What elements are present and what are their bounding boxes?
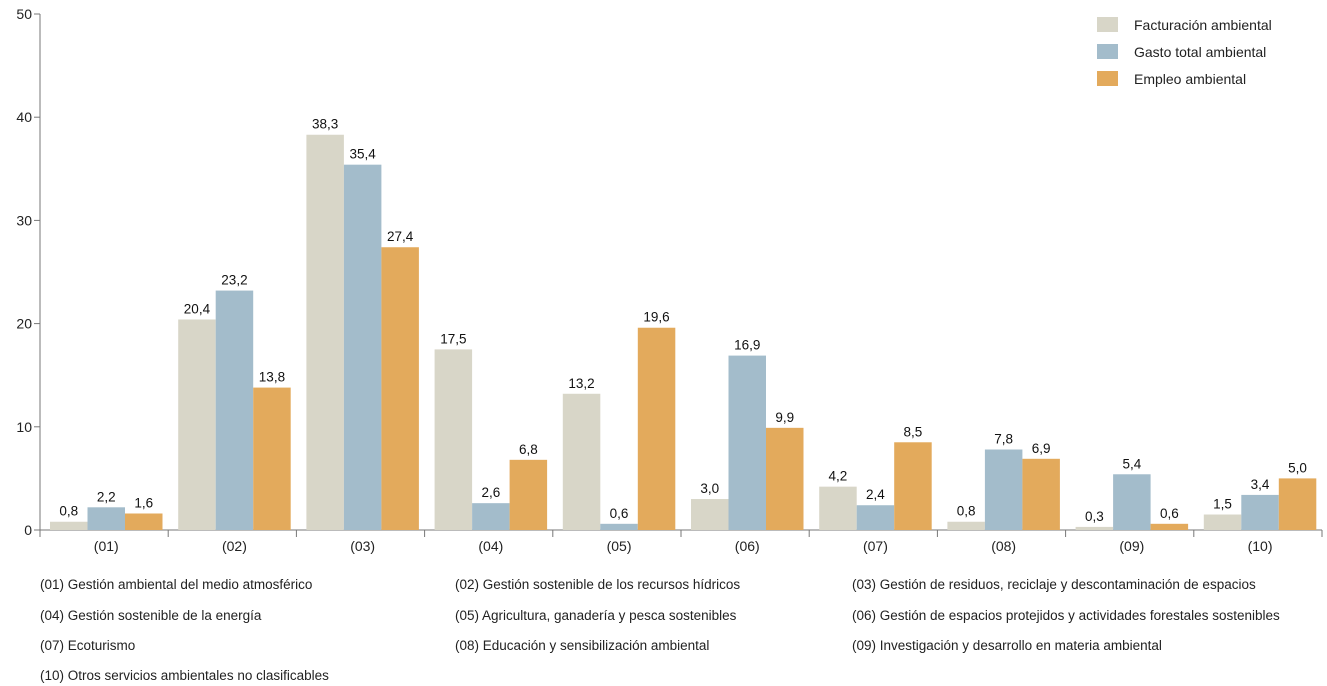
data-label: 19,6 <box>643 310 669 325</box>
data-label: 27,4 <box>387 229 414 244</box>
x-tick-label: (07) <box>863 538 888 554</box>
data-label: 2,2 <box>97 489 116 504</box>
data-label: 9,9 <box>775 410 794 425</box>
bar <box>766 427 804 530</box>
x-tick-label: (06) <box>735 538 760 554</box>
bar <box>819 486 857 530</box>
legend-swatch <box>1097 44 1118 59</box>
bar <box>434 349 473 530</box>
data-label: 0,8 <box>957 504 976 519</box>
bar-chart: 0 10 20 30 40 50 (01) (02) (03) (04) (05) (06) (07) (… <box>16 6 1323 554</box>
data-label: 20,4 <box>184 301 211 316</box>
x-tick-label: (05) <box>607 538 632 554</box>
x-tick-label: (10) <box>1248 538 1273 554</box>
data-label: 0,3 <box>1085 509 1104 524</box>
bar <box>125 513 163 530</box>
x-tick-label: (01) <box>94 538 119 554</box>
bar <box>600 523 638 530</box>
bar <box>1075 526 1114 530</box>
data-label: 3,0 <box>700 481 719 496</box>
x-tick-label: (09) <box>1119 538 1144 554</box>
x-tick-label: (08) <box>991 538 1016 554</box>
data-label: 5,0 <box>1288 460 1307 475</box>
bar <box>87 507 125 530</box>
data-label: 13,2 <box>568 376 594 391</box>
data-label: 4,2 <box>829 469 848 484</box>
note-05: (05) Agricultura, ganadería y pesca sost… <box>455 608 737 623</box>
bar <box>178 319 216 530</box>
bar <box>1022 458 1060 530</box>
data-label: 13,8 <box>259 370 285 385</box>
bar <box>50 521 88 530</box>
bar <box>343 164 382 530</box>
legend-label: Empleo ambiental <box>1134 71 1246 87</box>
data-label: 1,6 <box>134 495 153 510</box>
y-tick-label: 50 <box>16 6 32 22</box>
data-label: 6,9 <box>1032 441 1051 456</box>
y-tick-label: 0 <box>24 522 32 538</box>
note-03: (03) Gestión de residuos, reciclaje y de… <box>852 577 1256 592</box>
bar <box>253 387 291 530</box>
data-label: 6,8 <box>519 442 538 457</box>
bar <box>637 327 676 530</box>
note-09: (09) Investigación y desarrollo en mater… <box>852 638 1162 653</box>
x-tick-label: (02) <box>222 538 247 554</box>
note-04: (04) Gestión sostenible de la energía <box>40 608 262 623</box>
note-07: (07) Ecoturismo <box>40 638 136 653</box>
y-tick-label: 10 <box>16 419 32 435</box>
x-tick-label: (04) <box>478 538 503 554</box>
legend-swatch <box>1097 71 1118 86</box>
bar <box>472 503 510 530</box>
bar <box>1113 474 1151 530</box>
note-08: (08) Educación y sensibilización ambient… <box>455 638 710 653</box>
data-label: 0,6 <box>610 506 629 521</box>
data-label: 23,2 <box>221 273 247 288</box>
legend-label: Facturación ambiental <box>1134 17 1272 33</box>
x-tick-label: (03) <box>350 538 375 554</box>
data-label: 5,4 <box>1122 456 1141 471</box>
bar <box>1203 514 1242 530</box>
bar <box>306 134 344 530</box>
data-label: 38,3 <box>312 117 338 132</box>
bar <box>1241 494 1279 530</box>
bar <box>562 393 601 530</box>
note-02: (02) Gestión sostenible de los recursos … <box>455 577 741 592</box>
bar <box>215 290 254 530</box>
bar <box>1278 478 1317 530</box>
data-label: 2,6 <box>481 485 500 500</box>
data-label: 1,5 <box>1213 497 1232 512</box>
legend-label: Gasto total ambiental <box>1134 44 1266 60</box>
data-label: 3,4 <box>1251 477 1270 492</box>
data-label: 7,8 <box>994 432 1013 447</box>
data-label: 2,4 <box>866 487 885 502</box>
data-label: 35,4 <box>350 147 377 162</box>
bar <box>856 505 895 530</box>
data-label: 0,6 <box>1160 506 1179 521</box>
note-06: (06) Gestión de espacios protejidos y ac… <box>852 608 1280 623</box>
data-label: 8,5 <box>904 424 923 439</box>
bar <box>894 442 932 530</box>
data-label: 16,9 <box>734 338 760 353</box>
bar <box>728 355 766 530</box>
bar <box>984 449 1023 530</box>
legend-swatch <box>1097 17 1118 32</box>
bar <box>509 459 548 530</box>
bar <box>691 499 729 530</box>
bar <box>381 247 419 530</box>
data-label: 0,8 <box>59 504 78 519</box>
note-01: (01) Gestión ambiental del medio atmosfé… <box>40 577 313 592</box>
bar <box>947 521 985 530</box>
data-label: 17,5 <box>440 331 466 346</box>
y-tick-label: 40 <box>16 109 32 125</box>
bar <box>1150 523 1189 530</box>
note-10: (10) Otros servicios ambientales no clas… <box>40 668 329 683</box>
y-tick-label: 20 <box>16 316 32 332</box>
y-tick-label: 30 <box>16 212 32 228</box>
